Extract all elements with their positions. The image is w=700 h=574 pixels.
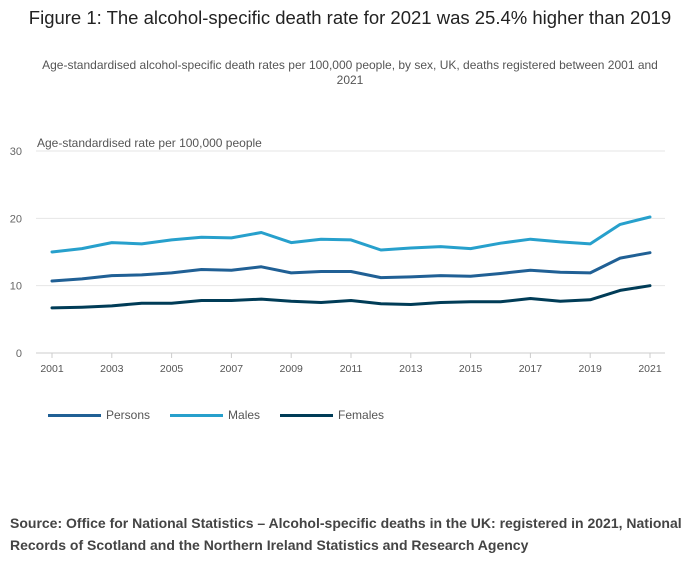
x-tick-label: 2013 <box>399 363 423 375</box>
x-tick-label: 2017 <box>519 363 543 375</box>
legend-swatch <box>280 413 334 417</box>
line-chart: 0 10 20 30 2001 2003 2005 2007 2009 2011 2013 2015 2… <box>10 136 665 375</box>
y-axis-title: Age-standardised rate per 100,000 people <box>37 136 262 150</box>
legend-swatch <box>170 413 224 417</box>
x-tick-label: 2019 <box>579 363 603 375</box>
chart-legend: Persons Males Females <box>48 408 404 422</box>
series-line-females <box>50 284 652 310</box>
y-tick-label: 10 <box>10 281 22 293</box>
y-tick-label: 30 <box>10 146 22 158</box>
x-tick-label: 2005 <box>160 363 184 375</box>
x-tick-label: 2011 <box>340 363 363 375</box>
y-tick-label: 0 <box>16 348 22 360</box>
x-tick-label: 2007 <box>220 363 244 375</box>
y-tick-label: 20 <box>10 213 22 225</box>
source-note: Source: Office for National Statistics –… <box>10 515 682 553</box>
legend-swatch <box>48 413 101 417</box>
x-tick-label: 2021 <box>638 363 662 375</box>
x-tick-label: 2001 <box>40 363 64 375</box>
x-tick-label: 2009 <box>280 363 304 375</box>
legend-label: Females <box>338 408 385 422</box>
legend-item-females: Females <box>280 408 384 422</box>
series-line-males <box>50 215 652 254</box>
legend-item-persons: Persons <box>48 408 150 422</box>
legend-label: Persons <box>106 408 151 422</box>
legend-item-males: Males <box>170 408 260 422</box>
chart-subtitle: Age-standardised alcohol-specific death … <box>42 58 658 87</box>
x-tick-label: 2015 <box>459 363 483 375</box>
legend-label: Males <box>228 408 261 422</box>
x-tick-label: 2003 <box>100 363 124 375</box>
series-line-persons <box>50 251 652 283</box>
chart-title: Figure 1: The alcohol-specific death rat… <box>28 7 672 28</box>
